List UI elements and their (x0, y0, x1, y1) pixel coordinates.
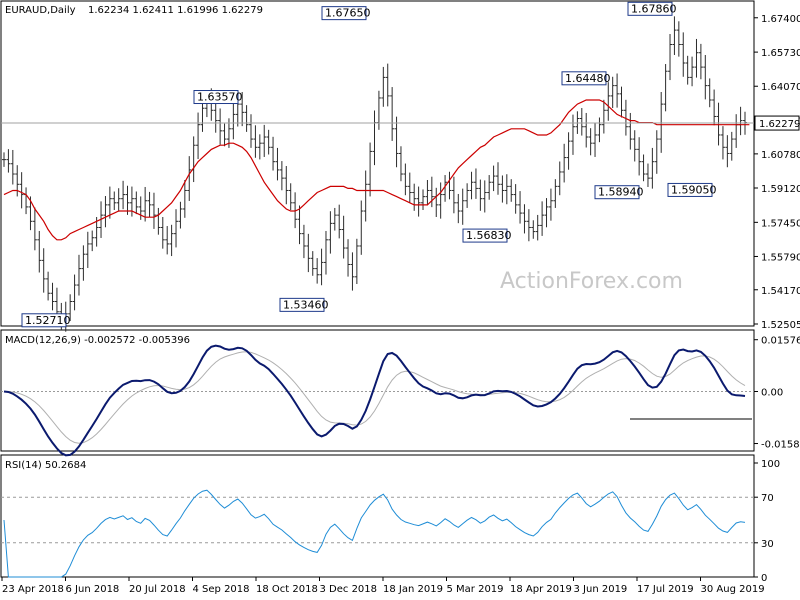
annotation-label: 1.67860 (631, 2, 677, 15)
x-tick-label: 4 Sep 2018 (193, 584, 250, 595)
price-tick-label: 1.52505 (761, 320, 800, 331)
rsi-tick-label: 100 (761, 459, 780, 470)
annotation-box (561, 71, 607, 86)
price-tick-label: 1.65730 (761, 48, 800, 59)
annotation-box (193, 90, 239, 105)
price-tick-label: 1.55790 (761, 252, 800, 263)
x-tick-label: 5 Mar 2019 (447, 584, 504, 595)
macd-panel (0, 329, 755, 452)
rsi-layer (1, 489, 754, 578)
x-tick-label: 3 Jun 2019 (574, 584, 628, 595)
rsi-tick-label: 0 (761, 573, 767, 584)
ohlc-label: 1.62234 1.62411 1.61996 1.62279 (88, 5, 263, 16)
annotation-box (321, 6, 367, 21)
x-tick-label: 3 Dec 2018 (320, 584, 378, 595)
x-tick-label: 17 Jul 2019 (637, 584, 694, 595)
macd-title: MACD(12,26,9) -0.002572 -0.005396 (5, 335, 190, 346)
macd-tick-label: -0.015834 (761, 440, 800, 451)
rsi-tick-label: 70 (761, 493, 774, 504)
price-layer: 1.52710 1.63570 1.53460 1.67650 1.56830 1.644… (1, 1, 754, 332)
annotation-label: 1.52710 (25, 314, 71, 327)
annotation-box (279, 297, 325, 312)
macd-line (3, 344, 746, 457)
x-tick-label: 18 Apr 2019 (510, 584, 572, 595)
x-tick-label: 6 Jun 2018 (66, 584, 120, 595)
macd-layer (1, 344, 754, 457)
macd-signal-line (3, 351, 746, 444)
rsi-tick-label: 30 (761, 539, 774, 550)
price-tick-label: 1.57450 (761, 218, 800, 229)
watermark: ActionForex.com (500, 269, 683, 294)
annotation-box (21, 313, 67, 328)
current-price-label: 1.62279 (759, 119, 800, 130)
annotation-box (667, 182, 713, 197)
annotation-label: 1.59050 (671, 183, 717, 196)
symbol-label: EURAUD,Daily (5, 5, 76, 16)
annotation-label: 1.58940 (598, 186, 644, 199)
price-tick-label: 1.64070 (761, 82, 800, 93)
annotation-label: 1.64480 (565, 72, 611, 85)
moving-average-line (3, 99, 750, 241)
price-tick-label: 1.54170 (761, 286, 800, 297)
current-price-tag (754, 115, 800, 131)
annotation-label: 1.56830 (466, 229, 512, 242)
macd-tick-label: 0.00 (761, 388, 783, 399)
axis-layer: 1.674001.657301.640701.624001.607801.591… (1, 14, 800, 595)
rsi-panel (0, 454, 755, 578)
annotation-label: 1.67650 (325, 7, 371, 20)
rsi-title: RSI(14) 50.2684 (5, 460, 86, 471)
price-tick-label: 1.60780 (761, 150, 800, 161)
annotation-box (462, 228, 508, 243)
price-panel (0, 0, 755, 327)
price-tick-label: 1.59120 (761, 184, 800, 195)
x-tick-label: 18 Oct 2018 (256, 584, 318, 595)
x-tick-label: 20 Jul 2018 (129, 584, 186, 595)
x-tick-label: 18 Jan 2019 (383, 584, 443, 595)
rsi-line (3, 489, 746, 578)
annotation-box (594, 185, 640, 200)
price-tick-label: 1.67400 (761, 14, 800, 25)
macd-tick-label: 0.015762 (761, 336, 800, 347)
annotation-box (627, 1, 673, 16)
x-tick-label: 23 Apr 2018 (2, 584, 64, 595)
annotation-label: 1.53460 (283, 298, 329, 311)
x-tick-label: 30 Aug 2019 (701, 584, 765, 595)
annotation-label: 1.63570 (197, 91, 243, 104)
